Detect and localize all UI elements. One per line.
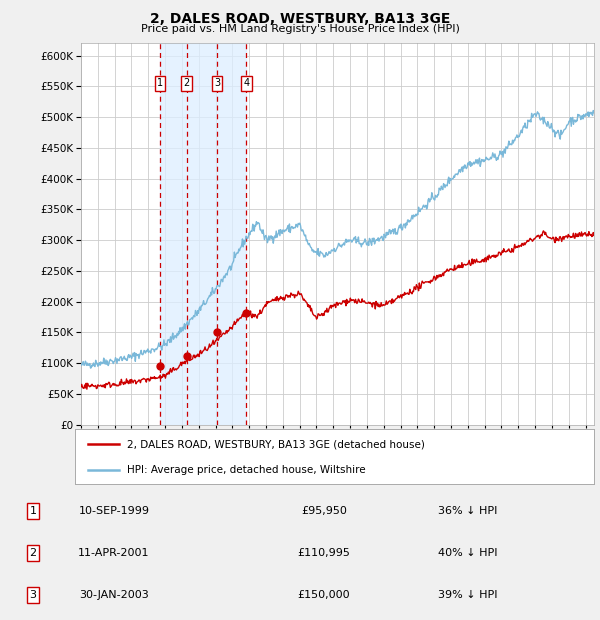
Bar [160, 43, 247, 425]
Text: £110,995: £110,995 [298, 548, 350, 558]
Text: 30-JAN-2003: 30-JAN-2003 [79, 590, 149, 600]
Text: 40% ↓ HPI: 40% ↓ HPI [438, 548, 498, 558]
Text: 2, DALES ROAD, WESTBURY, BA13 3GE (detached house): 2, DALES ROAD, WESTBURY, BA13 3GE (detac… [127, 440, 425, 450]
Text: £150,000: £150,000 [298, 590, 350, 600]
Text: 3: 3 [29, 590, 37, 600]
Text: 2: 2 [184, 78, 190, 89]
Text: £95,950: £95,950 [301, 506, 347, 516]
Text: 1: 1 [29, 506, 37, 516]
Text: 39% ↓ HPI: 39% ↓ HPI [438, 590, 498, 600]
Text: 3: 3 [214, 78, 220, 89]
Text: 10-SEP-1999: 10-SEP-1999 [79, 506, 149, 516]
Text: Price paid vs. HM Land Registry's House Price Index (HPI): Price paid vs. HM Land Registry's House … [140, 24, 460, 33]
Text: 2, DALES ROAD, WESTBURY, BA13 3GE: 2, DALES ROAD, WESTBURY, BA13 3GE [150, 12, 450, 27]
Text: 1: 1 [157, 78, 163, 89]
Text: HPI: Average price, detached house, Wiltshire: HPI: Average price, detached house, Wilt… [127, 465, 365, 475]
Text: 36% ↓ HPI: 36% ↓ HPI [439, 506, 497, 516]
Text: 2: 2 [29, 548, 37, 558]
Text: 4: 4 [243, 78, 250, 89]
Text: 11-APR-2001: 11-APR-2001 [78, 548, 150, 558]
